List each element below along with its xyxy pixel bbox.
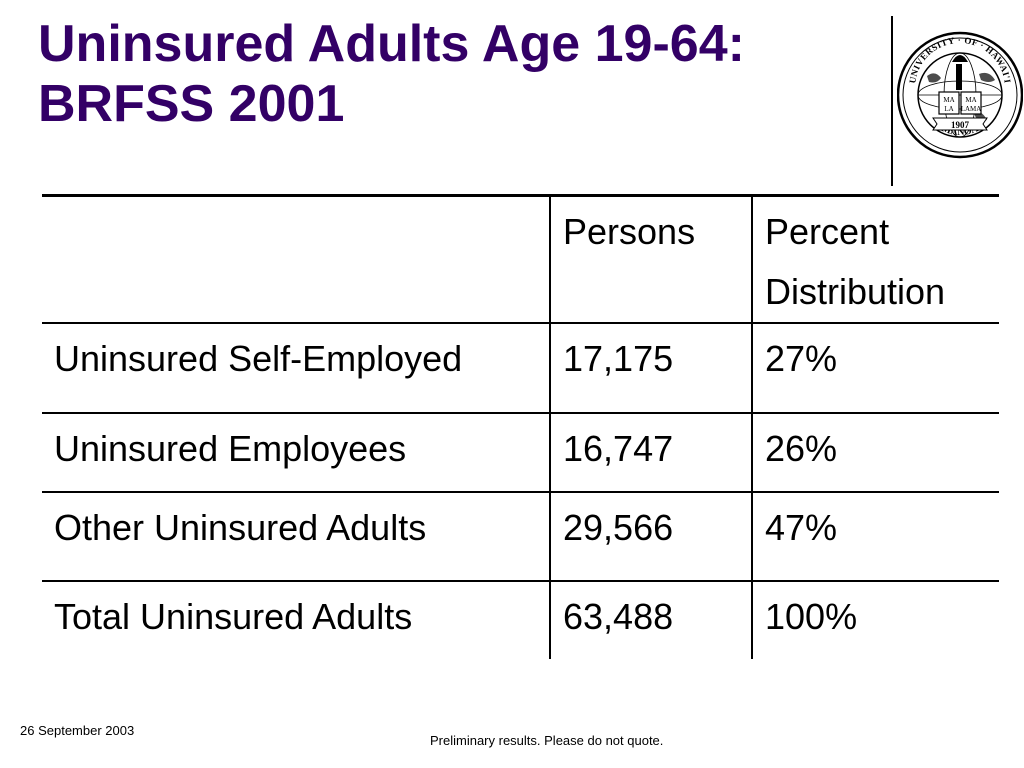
seal-book-text-4: LAMA <box>961 105 982 113</box>
row-percent: 100% <box>751 580 999 659</box>
table-header-persons: Persons <box>549 194 752 323</box>
university-seal-logo: UNIVERSITY · OF · HAWAI'I MĀNOA MA MA LA… <box>897 31 1023 159</box>
uninsured-adults-table: Persons Percent Distribution Uninsured S… <box>42 194 999 659</box>
table-header-distribution: Distribution <box>765 271 946 312</box>
table-header-percent-distribution: Percent Distribution <box>751 194 999 323</box>
table-row-total: Total Uninsured Adults 63,488 100% <box>42 580 999 659</box>
row-persons: 16,747 <box>549 412 752 492</box>
table-header-row: Persons Percent Distribution <box>42 194 999 323</box>
table-row: Other Uninsured Adults 29,566 47% <box>42 491 999 581</box>
seal-book-text-2: MA <box>965 96 976 104</box>
seal-year: 1907 <box>951 120 970 130</box>
table-row: Uninsured Employees 16,747 26% <box>42 412 999 492</box>
row-percent: 47% <box>751 491 999 581</box>
slide-title: Uninsured Adults Age 19-64: BRFSS 2001 <box>38 14 745 134</box>
seal-book-text-3: LA <box>944 105 953 113</box>
header-divider <box>891 16 893 186</box>
row-percent: 26% <box>751 412 999 492</box>
row-label: Total Uninsured Adults <box>42 580 550 659</box>
table-row: Uninsured Self-Employed 17,175 27% <box>42 322 999 413</box>
footer-date: 26 September 2003 <box>20 723 135 738</box>
row-percent: 27% <box>751 322 999 413</box>
slide-title-line1: Uninsured Adults Age 19-64: <box>38 15 745 73</box>
table-header-blank <box>42 194 550 323</box>
row-label: Other Uninsured Adults <box>42 491 550 581</box>
row-persons: 29,566 <box>549 491 752 581</box>
footer-note: Preliminary results. Please do not quote… <box>430 733 664 748</box>
seal-book-text-1: MA <box>943 96 954 104</box>
row-label: Uninsured Employees <box>42 412 550 492</box>
slide-title-line2: BRFSS 2001 <box>38 75 345 133</box>
row-persons: 63,488 <box>549 580 752 659</box>
row-label: Uninsured Self-Employed <box>42 322 550 413</box>
table-header-percent: Percent <box>765 211 890 252</box>
row-persons: 17,175 <box>549 322 752 413</box>
